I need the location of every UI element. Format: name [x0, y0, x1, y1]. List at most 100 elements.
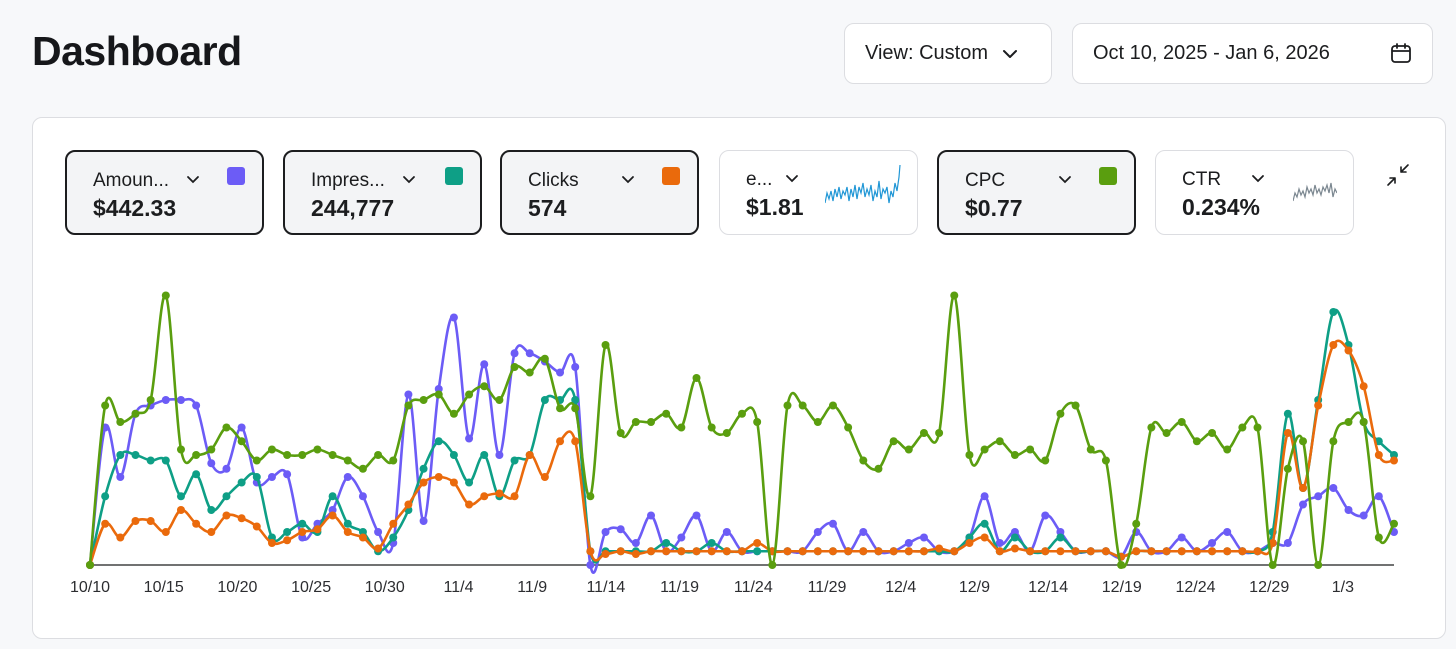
- data-point[interactable]: [631, 550, 640, 558]
- data-point[interactable]: [904, 445, 913, 454]
- metric-card-clicks[interactable]: Clicks 574: [500, 150, 699, 235]
- data-point[interactable]: [753, 418, 762, 426]
- data-point[interactable]: [919, 533, 928, 542]
- data-point[interactable]: [131, 451, 140, 459]
- data-point[interactable]: [161, 396, 170, 404]
- collapse-icon[interactable]: [1385, 162, 1411, 188]
- data-point[interactable]: [116, 533, 125, 542]
- data-point[interactable]: [1010, 451, 1019, 459]
- data-point[interactable]: [616, 525, 625, 534]
- data-point[interactable]: [1056, 547, 1065, 556]
- data-point[interactable]: [510, 456, 519, 465]
- data-point[interactable]: [1329, 484, 1338, 492]
- data-point[interactable]: [1253, 547, 1262, 556]
- data-point[interactable]: [465, 500, 474, 509]
- data-point[interactable]: [1253, 423, 1262, 432]
- data-point[interactable]: [510, 349, 519, 358]
- data-point[interactable]: [980, 533, 989, 542]
- data-point[interactable]: [207, 459, 216, 468]
- data-point[interactable]: [556, 368, 565, 377]
- data-point[interactable]: [434, 437, 443, 446]
- data-point[interactable]: [207, 506, 216, 514]
- data-point[interactable]: [1132, 519, 1141, 528]
- data-point[interactable]: [1223, 445, 1232, 454]
- data-point[interactable]: [192, 401, 201, 410]
- data-point[interactable]: [192, 519, 201, 528]
- data-point[interactable]: [1390, 451, 1398, 459]
- data-point[interactable]: [540, 473, 549, 481]
- data-point[interactable]: [1041, 547, 1050, 556]
- chevron-down-icon[interactable]: [185, 172, 201, 188]
- data-point[interactable]: [874, 464, 883, 473]
- data-point[interactable]: [1314, 561, 1323, 569]
- data-point[interactable]: [844, 547, 853, 556]
- data-point[interactable]: [222, 511, 231, 520]
- data-point[interactable]: [1010, 544, 1019, 553]
- data-point[interactable]: [283, 528, 292, 536]
- data-point[interactable]: [647, 418, 656, 426]
- data-point[interactable]: [798, 401, 807, 410]
- data-point[interactable]: [707, 423, 716, 432]
- data-point[interactable]: [267, 539, 276, 547]
- data-point[interactable]: [1344, 346, 1353, 355]
- data-point[interactable]: [1390, 519, 1398, 528]
- data-point[interactable]: [101, 401, 110, 410]
- data-point[interactable]: [343, 456, 352, 465]
- date-range-picker[interactable]: Oct 10, 2025 - Jan 6, 2026: [1072, 23, 1433, 84]
- data-point[interactable]: [510, 492, 519, 501]
- data-point[interactable]: [904, 547, 913, 556]
- data-point[interactable]: [389, 456, 398, 465]
- data-point[interactable]: [1283, 464, 1292, 473]
- data-point[interactable]: [465, 478, 474, 487]
- data-point[interactable]: [1041, 456, 1050, 465]
- data-point[interactable]: [313, 445, 322, 454]
- data-point[interactable]: [935, 429, 944, 437]
- data-point[interactable]: [753, 547, 762, 556]
- data-point[interactable]: [980, 519, 989, 528]
- data-point[interactable]: [1299, 500, 1308, 509]
- data-point[interactable]: [146, 396, 155, 404]
- data-point[interactable]: [1238, 423, 1247, 432]
- data-point[interactable]: [1192, 547, 1201, 556]
- data-point[interactable]: [965, 533, 974, 542]
- data-point[interactable]: [176, 396, 185, 404]
- data-point[interactable]: [480, 382, 489, 391]
- data-point[interactable]: [707, 547, 716, 556]
- data-point[interactable]: [1208, 547, 1217, 556]
- data-point[interactable]: [192, 451, 201, 459]
- data-point[interactable]: [631, 418, 640, 426]
- data-point[interactable]: [889, 547, 898, 556]
- data-point[interactable]: [1374, 533, 1383, 542]
- data-point[interactable]: [1056, 528, 1065, 536]
- data-point[interactable]: [1223, 547, 1232, 556]
- data-point[interactable]: [601, 341, 610, 349]
- data-point[interactable]: [783, 401, 792, 410]
- data-point[interactable]: [495, 451, 504, 459]
- data-point[interactable]: [525, 451, 534, 459]
- data-point[interactable]: [1177, 533, 1186, 542]
- data-point[interactable]: [313, 525, 322, 534]
- data-point[interactable]: [1041, 511, 1050, 520]
- data-point[interactable]: [571, 404, 580, 413]
- data-point[interactable]: [283, 451, 292, 459]
- data-point[interactable]: [374, 544, 383, 553]
- data-point[interactable]: [358, 492, 367, 501]
- data-point[interactable]: [707, 539, 716, 547]
- data-point[interactable]: [116, 451, 125, 459]
- data-point[interactable]: [480, 360, 489, 369]
- data-point[interactable]: [525, 368, 534, 377]
- data-point[interactable]: [995, 539, 1004, 547]
- data-point[interactable]: [389, 519, 398, 528]
- data-point[interactable]: [1192, 437, 1201, 446]
- data-point[interactable]: [692, 374, 701, 382]
- data-point[interactable]: [222, 492, 231, 501]
- data-point[interactable]: [1010, 528, 1019, 536]
- data-point[interactable]: [1208, 429, 1217, 437]
- data-point[interactable]: [267, 445, 276, 454]
- data-point[interactable]: [1056, 409, 1065, 418]
- data-point[interactable]: [1147, 547, 1156, 556]
- data-point[interactable]: [495, 396, 504, 404]
- data-point[interactable]: [419, 478, 428, 487]
- data-point[interactable]: [813, 418, 822, 426]
- data-point[interactable]: [252, 522, 261, 531]
